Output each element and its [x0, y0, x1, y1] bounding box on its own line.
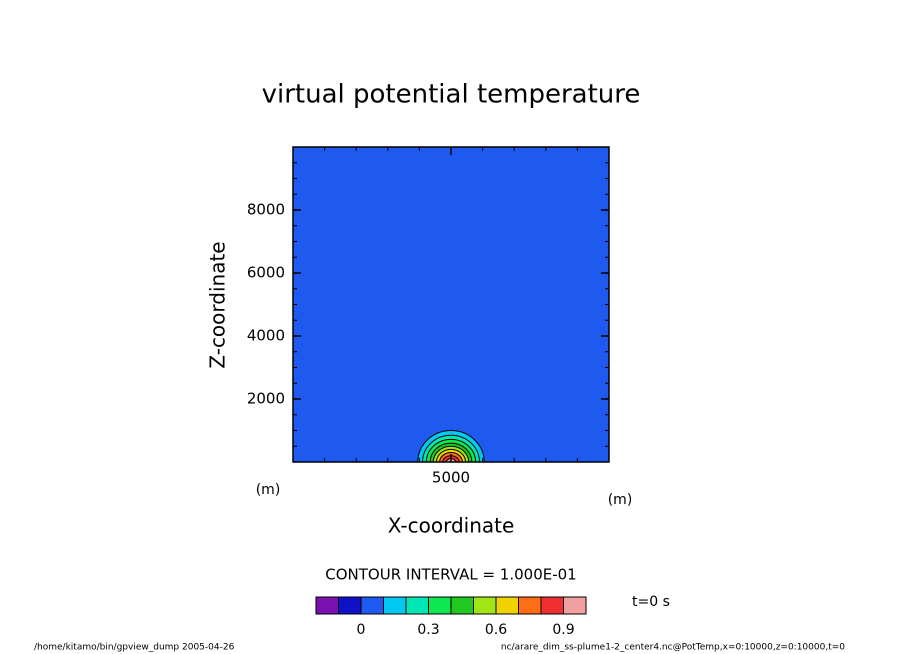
x-tick-label: 5000	[432, 469, 470, 487]
colorbar-swatch	[495, 596, 519, 615]
x-unit: (m)	[608, 492, 633, 508]
y-unit: (m)	[256, 482, 281, 498]
chart-title: virtual potential temperature	[262, 80, 641, 110]
colorbar-swatch	[473, 596, 497, 615]
x-axis-label: X-coordinate	[388, 514, 515, 538]
contour-interval: CONTOUR INTERVAL = 1.000E-01	[325, 566, 576, 584]
colorbar-swatch	[315, 596, 339, 615]
y-axis-label: Z-coordinate	[206, 241, 230, 368]
y-tick-label: 2000	[247, 390, 285, 408]
colorbar-tick-label: 0	[357, 622, 366, 638]
colorbar-swatch	[428, 596, 452, 615]
colorbar-swatch	[360, 596, 384, 615]
colorbar-swatch	[540, 596, 564, 615]
colorbar-swatch	[405, 596, 429, 615]
footer-right: nc/arare_dim_ss-plume1-2_center4.nc@PotT…	[501, 643, 845, 653]
colorbar-swatch	[518, 596, 542, 615]
y-tick-label: 8000	[247, 201, 285, 219]
time-label: t=0 s	[632, 594, 670, 610]
colorbar-swatch	[563, 596, 587, 615]
plot-area	[293, 147, 609, 462]
colorbar-swatch	[338, 596, 362, 615]
colorbar-tick-label: 0.3	[417, 622, 439, 638]
footer-left: /home/kitamo/bin/gpview_dump 2005-04-26	[34, 643, 235, 653]
background-region	[293, 147, 609, 462]
y-tick-label: 6000	[247, 264, 285, 282]
y-tick-label: 4000	[247, 327, 285, 345]
colorbar-swatch	[383, 596, 407, 615]
colorbar-swatch	[450, 596, 474, 615]
colorbar-tick-label: 0.6	[485, 622, 507, 638]
colorbar-tick-label: 0.9	[552, 622, 574, 638]
